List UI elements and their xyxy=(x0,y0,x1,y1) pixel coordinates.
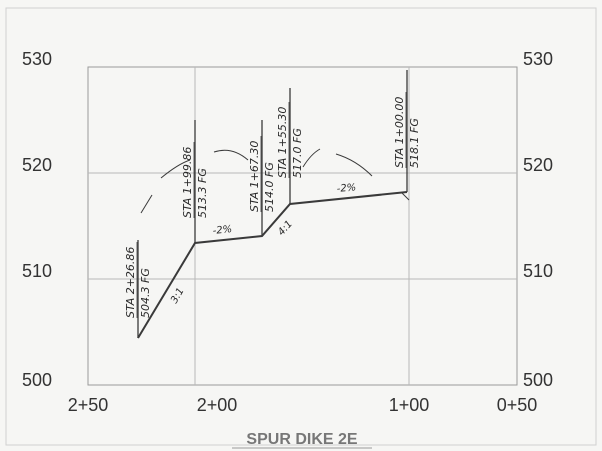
station-callout-16730: STA 1+67.30 514.0 FG xyxy=(248,136,276,212)
end-tick-mark xyxy=(401,192,410,201)
station-callout-22686-fg: 504.3 FG xyxy=(139,268,152,318)
slope-label-back-text: 4:1 xyxy=(276,219,295,238)
elev-label-left-530: 530 xyxy=(22,49,52,69)
station-callout-15530-fg: 517.0 FG xyxy=(291,128,304,178)
ground-stroke-4 xyxy=(302,148,321,168)
elev-label-left-510: 510 xyxy=(22,261,52,281)
station-callout-19986-sta: STA 1+99.86 xyxy=(181,147,194,218)
elev-label-right-520: 520 xyxy=(523,155,553,175)
station-label-200: 2+00 xyxy=(197,395,238,415)
slope-label-front-text: 3:1 xyxy=(169,286,187,305)
slope-label-crest-2-text: -2% xyxy=(336,182,356,195)
elev-label-right-500: 500 xyxy=(523,370,553,390)
ground-stroke-1 xyxy=(140,194,153,214)
station-callout-10000: STA 1+00.00 518.1 FG xyxy=(393,92,421,168)
station-callout-10000-fg: 518.1 FG xyxy=(408,118,421,168)
station-callout-16730-fg: 514.0 FG xyxy=(263,162,276,212)
station-callout-22686-sta: STA 2+26.86 xyxy=(124,247,137,318)
drawing-title: SPUR DIKE 2E xyxy=(246,431,357,448)
elev-label-right-530: 530 xyxy=(523,49,553,69)
station-label-250: 2+50 xyxy=(68,395,109,415)
ground-stroke-2 xyxy=(160,159,191,179)
station-label-050: 0+50 xyxy=(497,395,538,415)
station-callout-15530: STA 1+55.30 517.0 FG xyxy=(276,102,304,178)
ground-stroke-5 xyxy=(335,153,373,177)
slope-label-back: 4:1 xyxy=(276,219,295,238)
ground-stroke-3 xyxy=(213,149,249,161)
elev-label-right-510: 510 xyxy=(523,261,553,281)
slope-label-crest-1-text: -2% xyxy=(212,224,233,237)
slope-label-crest-2: -2% xyxy=(336,182,356,195)
elev-label-left-500: 500 xyxy=(22,370,52,390)
slope-label-crest-1: -2% xyxy=(212,224,233,237)
sheet-border xyxy=(5,7,597,446)
grid-frame xyxy=(87,66,518,386)
dike-profile-line xyxy=(137,191,408,339)
elev-label-left-520: 520 xyxy=(22,155,52,175)
station-label-100: 1+00 xyxy=(389,395,430,415)
slope-label-front: 3:1 xyxy=(169,286,187,305)
station-callout-10000-sta: STA 1+00.00 xyxy=(393,97,406,168)
station-callout-16730-sta: STA 1+67.30 xyxy=(248,141,261,212)
station-callout-19986-fg: 513.3 FG xyxy=(196,168,209,218)
station-callout-19986: STA 1+99.86 513.3 FG xyxy=(181,142,209,218)
station-callout-22686: STA 2+26.86 504.3 FG xyxy=(124,242,152,318)
station-callout-15530-sta: STA 1+55.30 xyxy=(276,107,289,178)
